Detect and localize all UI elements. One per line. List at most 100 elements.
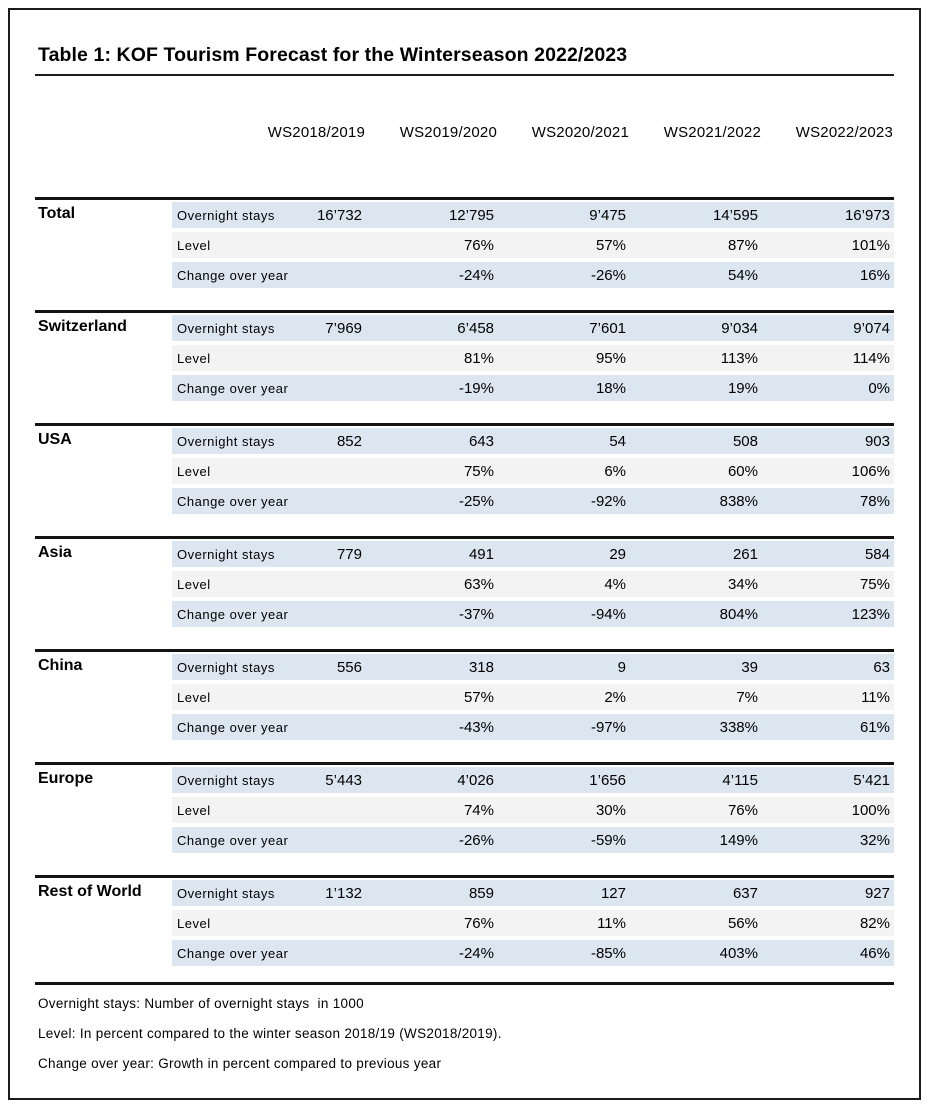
cell-value: 78% (859, 492, 890, 510)
region-spacer (35, 375, 172, 401)
cell-value: 149% (719, 831, 758, 849)
table-row: Change over year -19% 18% 19% 0% (35, 375, 894, 401)
cell-value: 12’795 (448, 206, 494, 224)
cell-value: -24% (458, 944, 494, 962)
table-row: Level 75% 6% 60% 106% (35, 458, 894, 484)
data-row-level: Level 57% 2% 7% 11% (172, 684, 894, 710)
row-label-change: Change over year (177, 945, 289, 961)
cell-value: 9’034 (721, 319, 758, 337)
cell-value: -37% (458, 605, 494, 623)
row-label-level: Level (177, 915, 211, 931)
table-row: Level 57% 2% 7% 11% (35, 684, 894, 710)
cell-value: 7’601 (589, 319, 626, 337)
data-row-change: Change over year -24% -26% 54% 16% (172, 262, 894, 288)
cell-value: 19% (727, 379, 758, 397)
table-row: Change over year -24% -26% 54% 16% (35, 262, 894, 288)
cell-value: 57% (595, 236, 626, 254)
row-label-overnight: Overnight stays (177, 320, 275, 336)
region-spacer (35, 232, 172, 258)
cell-value: 318 (468, 658, 494, 676)
row-label-change: Change over year (177, 606, 289, 622)
cell-value: 637 (732, 884, 758, 902)
table-row: Change over year -37% -94% 804% 123% (35, 601, 894, 627)
region-spacer (35, 488, 172, 514)
cell-value: 100% (851, 801, 890, 819)
cell-value: 57% (463, 688, 494, 706)
table-row: Level 63% 4% 34% 75% (35, 571, 894, 597)
table-title: Table 1: KOF Tourism Forecast for the Wi… (38, 44, 628, 66)
footnote-change-over-year: Change over year: Growth in percent comp… (38, 1056, 442, 1071)
cell-value: -26% (590, 266, 626, 284)
table-row: Change over year -24% -85% 403% 46% (35, 940, 894, 966)
cell-value: 5’443 (325, 771, 362, 789)
cell-value: 61% (859, 718, 890, 736)
cell-value: 54 (609, 432, 626, 450)
cell-value: 1’132 (325, 884, 362, 902)
table-row: Level 81% 95% 113% 114% (35, 345, 894, 371)
cell-value: 101% (851, 236, 890, 254)
region-label: Europe (38, 770, 94, 787)
section-europe: Europe Overnight stays 5’443 4’026 1’656 4’11… (35, 762, 894, 853)
column-header-ws2021-2022: WS2021/2022 (663, 124, 761, 141)
cell-value: 16% (859, 266, 890, 284)
data-row-change: Change over year -19% 18% 19% 0% (172, 375, 894, 401)
data-row-change: Change over year -24% -85% 403% 46% (172, 940, 894, 966)
row-label-overnight: Overnight stays (177, 885, 275, 901)
cell-value: -97% (590, 718, 626, 736)
data-row-level: Level 63% 4% 34% 75% (172, 571, 894, 597)
data-row-overnight: Overnight stays 779 491 29 261 584 (172, 541, 894, 567)
cell-value: 643 (468, 432, 494, 450)
section-usa: USA Overnight stays 852 643 54 508 903 Level 75%… (35, 423, 894, 514)
cell-value: 34% (727, 575, 758, 593)
data-row-change: Change over year -26% -59% 149% 32% (172, 827, 894, 853)
cell-value: 5’421 (853, 771, 890, 789)
cell-value: 75% (463, 462, 494, 480)
table-row: Total Overnight stays 16’732 12’795 9’475 14’… (35, 202, 894, 228)
cell-value: -43% (458, 718, 494, 736)
column-header-ws2020-2021: WS2020/2021 (531, 124, 629, 141)
cell-value: 127 (600, 884, 626, 902)
row-label-overnight: Overnight stays (177, 433, 275, 449)
cell-value: 76% (727, 801, 758, 819)
cell-value: 0% (868, 379, 890, 397)
cell-value: 804% (719, 605, 758, 623)
row-label-overnight: Overnight stays (177, 772, 275, 788)
cell-value: 4% (604, 575, 626, 593)
row-label-level: Level (177, 463, 211, 479)
region-label: China (38, 657, 83, 674)
table-row: Change over year -26% -59% 149% 32% (35, 827, 894, 853)
region-spacer (35, 345, 172, 371)
row-label-overnight: Overnight stays (177, 546, 275, 562)
table-row: Change over year -25% -92% 838% 78% (35, 488, 894, 514)
cell-value: 39 (741, 658, 758, 676)
cell-value: 7’969 (325, 319, 362, 337)
row-label-overnight: Overnight stays (177, 659, 275, 675)
cell-value: 82% (859, 914, 890, 932)
cell-value: -19% (458, 379, 494, 397)
cell-value: 76% (463, 914, 494, 932)
cell-value: 403% (719, 944, 758, 962)
region-spacer (35, 910, 172, 936)
data-row-change: Change over year -43% -97% 338% 61% (172, 714, 894, 740)
data-row-level: Level 75% 6% 60% 106% (172, 458, 894, 484)
cell-value: -26% (458, 831, 494, 849)
cell-value: 54% (727, 266, 758, 284)
cell-value: 18% (595, 379, 626, 397)
footnote-overnight-stays: Overnight stays: Number of overnight sta… (38, 996, 364, 1011)
cell-value: -59% (590, 831, 626, 849)
region-spacer (35, 684, 172, 710)
cell-value: 2% (604, 688, 626, 706)
cell-value: 584 (864, 545, 890, 563)
region-spacer (35, 458, 172, 484)
cell-value: 779 (336, 545, 362, 563)
region-label: Switzerland (38, 318, 127, 335)
row-label-change: Change over year (177, 493, 289, 509)
cell-value: 9’475 (589, 206, 626, 224)
table-bottom-rule (35, 982, 894, 985)
cell-value: 852 (336, 432, 362, 450)
cell-value: 11% (861, 688, 890, 706)
cell-value: 1’656 (589, 771, 626, 789)
cell-value: 46% (859, 944, 890, 962)
row-label-change: Change over year (177, 832, 289, 848)
region-spacer (35, 940, 172, 966)
